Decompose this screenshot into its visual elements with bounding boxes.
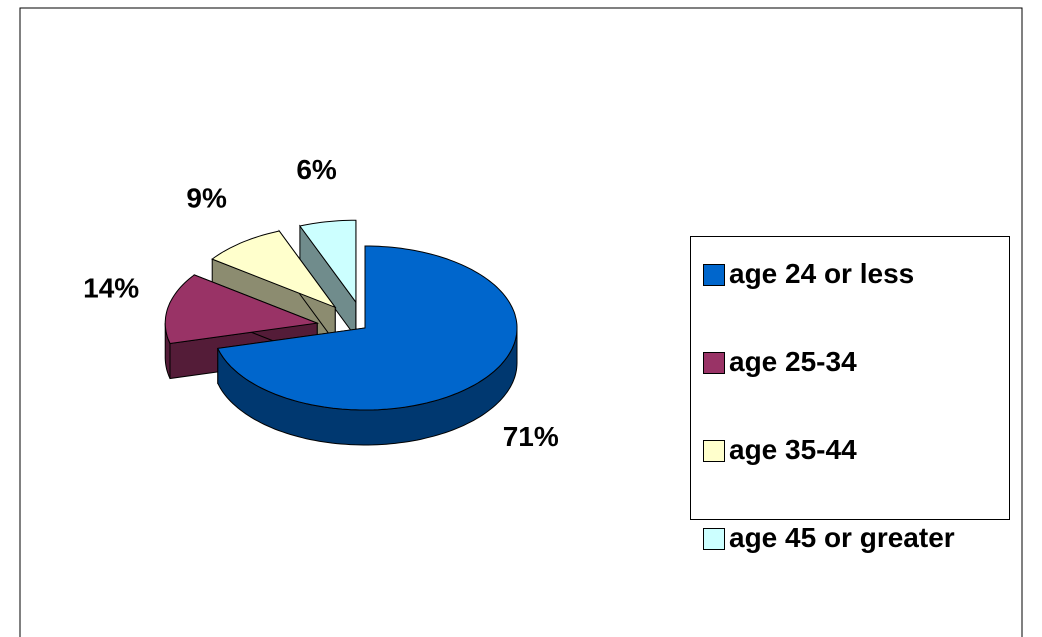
legend-swatch: [703, 440, 725, 462]
slice-top: [211, 230, 337, 309]
legend-label: age 45 or greater: [729, 522, 955, 553]
legend-label: age 25-34: [729, 346, 857, 377]
chart-frame: [19, 7, 1023, 637]
pie-slice: [217, 245, 518, 446]
slice-top: [164, 274, 320, 345]
value-label: 71%: [503, 421, 559, 452]
legend-swatch: [703, 264, 725, 286]
pie-slice: [299, 219, 357, 339]
value-label: 14%: [83, 272, 139, 303]
value-label: 6%: [296, 154, 337, 185]
slice-top: [217, 245, 518, 411]
legend-swatch: [703, 528, 725, 550]
value-label: 9%: [186, 182, 227, 213]
legend-label: age 24 or less: [729, 258, 915, 289]
legend: age 24 or less age 25-34 age 35-44 age 45 o…: [690, 236, 1010, 553]
legend-swatch: [703, 352, 725, 374]
slice-top: [299, 219, 357, 304]
legend-label: age 35-44: [729, 434, 857, 465]
legend-item: age 25-34: [703, 345, 1004, 379]
legend-item: age 24 or less: [703, 257, 1004, 291]
legend-item: age 35-44: [703, 433, 1004, 467]
legend-item: age 45 or greater: [703, 521, 1004, 555]
